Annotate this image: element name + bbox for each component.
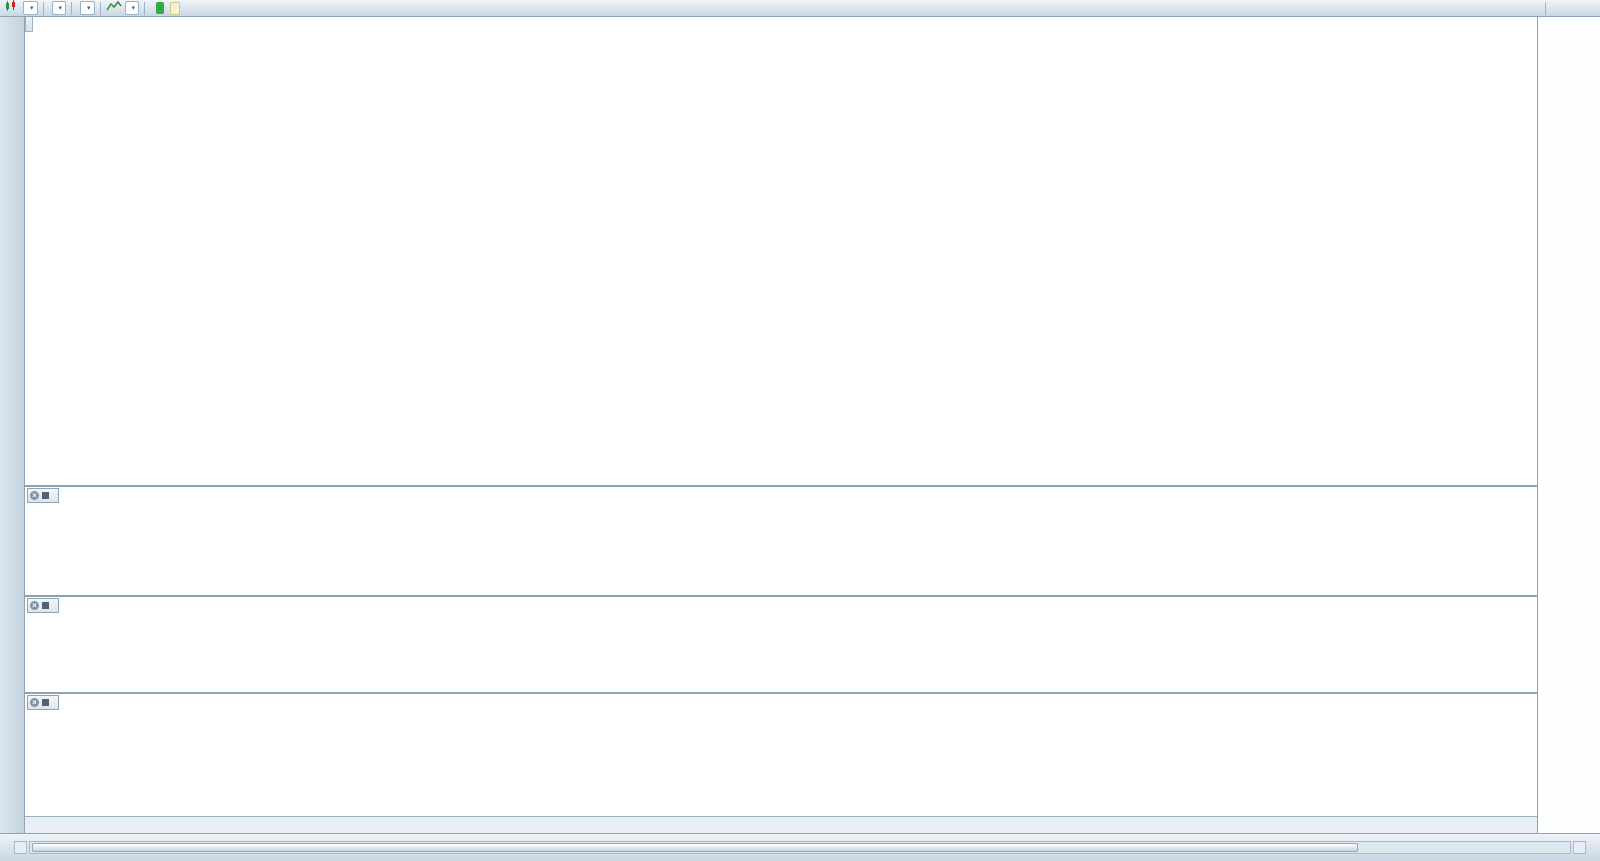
chevron-down-icon: ▾ [30, 5, 34, 12]
panel-icon [42, 492, 49, 499]
separator [71, 1, 73, 15]
scrollbar-thumb[interactable] [32, 843, 1359, 852]
scrollbar-track[interactable] [29, 841, 1571, 854]
chevron-down-icon: ▾ [58, 5, 63, 12]
top-toolbar: ▾ ▾ ▾ ▾ [0, 0, 1600, 17]
bottom-toolbar [0, 833, 1600, 861]
separator [144, 1, 146, 15]
sistema-panel-header: × [27, 488, 59, 503]
timeframe-select[interactable]: ▾ [51, 1, 67, 15]
awesome-panel-svg[interactable] [25, 694, 1537, 816]
instrument-chip[interactable] [170, 1, 181, 15]
scroll-right-arrow[interactable] [1573, 841, 1586, 854]
close-icon[interactable]: × [30, 698, 39, 707]
overlay-toolbar [25, 17, 33, 32]
drawing-toolbar [0, 17, 25, 833]
close-icon[interactable]: × [30, 491, 39, 500]
willy-panel-svg[interactable] [25, 597, 1537, 693]
main-chart[interactable] [25, 17, 1537, 486]
separator [42, 1, 44, 15]
chevron-down-icon: ▾ [131, 5, 136, 12]
horizontal-scrollbar[interactable] [14, 841, 1586, 854]
panel-icon [42, 602, 49, 609]
panel-awesome[interactable]: × [25, 694, 1537, 816]
separator [1545, 1, 1546, 15]
separator [99, 1, 101, 15]
panel-sistema[interactable]: × [25, 487, 1537, 596]
awesome-panel-header: × [27, 695, 59, 710]
symbol-select[interactable]: ▾ [23, 1, 38, 15]
close-icon[interactable]: × [30, 601, 39, 610]
sistema-panel-svg[interactable] [25, 487, 1537, 596]
willy-panel-header: × [27, 598, 59, 613]
price-axis[interactable] [1537, 17, 1600, 833]
candles-logo-icon[interactable] [4, 0, 17, 17]
indicators-select[interactable]: ▾ [124, 1, 140, 15]
panel-separator[interactable] [25, 692, 1537, 694]
scroll-left-arrow[interactable] [14, 841, 27, 854]
panel-willy[interactable]: × [25, 597, 1537, 693]
panel-separator[interactable] [25, 595, 1537, 597]
panel-separator[interactable] [25, 485, 1537, 487]
indicator-chart-icon [105, 0, 122, 17]
time-axis[interactable] [25, 816, 1537, 834]
change-badge [156, 2, 165, 14]
panel-icon [42, 699, 49, 706]
chevron-down-icon: ▾ [87, 5, 91, 12]
price-chart-svg[interactable] [25, 17, 1537, 486]
units-select[interactable]: ▾ [80, 1, 95, 15]
